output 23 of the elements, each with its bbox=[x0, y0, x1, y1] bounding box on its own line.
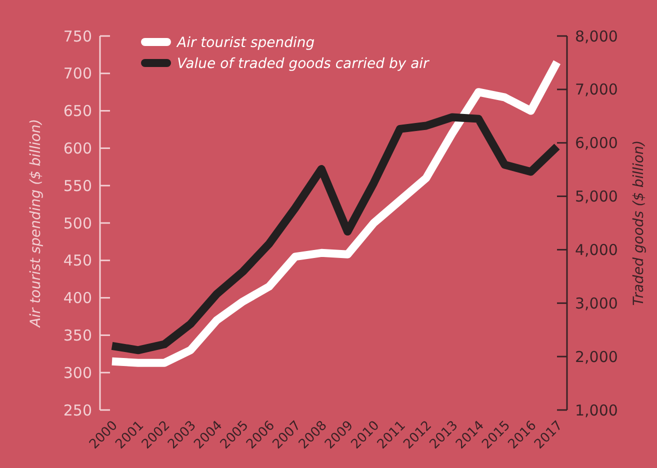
y-tick-label: 650 bbox=[63, 102, 92, 120]
y2-tick-label: 1,000 bbox=[575, 401, 618, 420]
y2-tick-label: 8,000 bbox=[575, 27, 618, 46]
y-tick-label: 550 bbox=[63, 176, 92, 195]
legend-label: Value of traded goods carried by air bbox=[177, 56, 430, 72]
y2-tick-label: 4,000 bbox=[575, 240, 618, 259]
y-tick-label: 350 bbox=[63, 326, 92, 344]
y2-tick-label: 7,000 bbox=[575, 80, 618, 99]
y-tick-label: 600 bbox=[63, 139, 92, 158]
y-tick-label: 750 bbox=[63, 27, 92, 46]
y-tick-label: 300 bbox=[63, 364, 92, 382]
legend-label: Air tourist spending bbox=[176, 34, 315, 51]
y-tick-label: 250 bbox=[63, 401, 92, 420]
y-tick-label: 400 bbox=[63, 289, 92, 308]
y-tick-label: 700 bbox=[63, 64, 92, 83]
y2-tick-label: 2,000 bbox=[575, 348, 618, 366]
y-tick-label: 450 bbox=[63, 252, 92, 270]
y2-tick-label: 3,000 bbox=[575, 294, 618, 312]
y2-axis-title: Traded goods ($ billion) bbox=[631, 140, 647, 306]
y2-tick-label: 6,000 bbox=[575, 134, 618, 152]
y-tick-label: 500 bbox=[63, 214, 92, 232]
y2-tick-label: 5,000 bbox=[575, 188, 618, 206]
y-axis-title: Air tourist spending ($ billion) bbox=[28, 118, 44, 328]
